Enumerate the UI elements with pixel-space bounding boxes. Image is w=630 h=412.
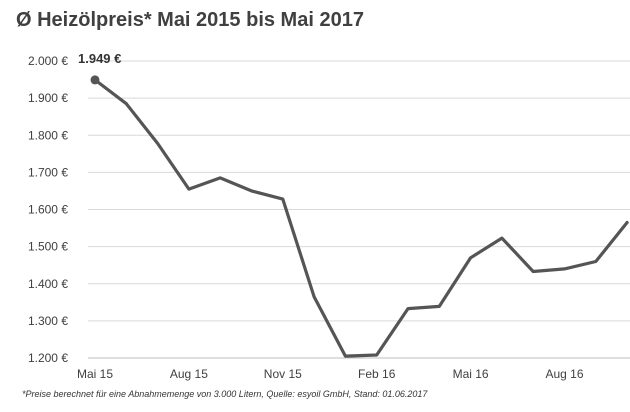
- y-tick-label: 1.300 €: [28, 314, 68, 328]
- x-tick-label: Nov 15: [264, 367, 302, 381]
- x-tick-label: Mai 16: [453, 367, 489, 381]
- x-tick-label: Aug 16: [545, 367, 583, 381]
- y-tick-label: 1.800 €: [28, 128, 68, 142]
- x-tick-label: Mai 15: [77, 367, 113, 381]
- gridlines: [88, 60, 630, 359]
- y-tick-label: 1.900 €: [28, 91, 68, 105]
- x-tick-label: Aug 15: [170, 367, 208, 381]
- y-tick-label: 1.500 €: [28, 240, 68, 254]
- annotation-label: 1.949 €: [78, 51, 121, 66]
- x-axis-ticks: Mai 15 Aug 15 Nov 15 Feb 16 Mai 16 Aug 16: [77, 367, 584, 381]
- annotation-marker: [90, 75, 100, 85]
- x-tick-label: Feb 16: [358, 367, 396, 381]
- y-tick-label: 1.200 €: [28, 351, 68, 365]
- series-layer: [93, 78, 629, 358]
- series-line: [93, 78, 629, 358]
- y-tick-label: 2.000 €: [28, 54, 68, 68]
- y-tick-label: 1.600 €: [28, 203, 68, 217]
- footnote: *Preise berechnet für eine Abnahmemenge …: [22, 389, 428, 399]
- y-axis-ticks: 1.200 € 1.300 € 1.400 € 1.500 € 1.600 € 1.700…: [28, 54, 68, 365]
- annotations: 1.949 €: [78, 51, 121, 85]
- chart-title: Ø Heizölpreis* Mai 2015 bis Mai 2017: [16, 9, 364, 31]
- y-tick-label: 1.700 €: [28, 165, 68, 179]
- y-tick-label: 1.400 €: [28, 277, 68, 291]
